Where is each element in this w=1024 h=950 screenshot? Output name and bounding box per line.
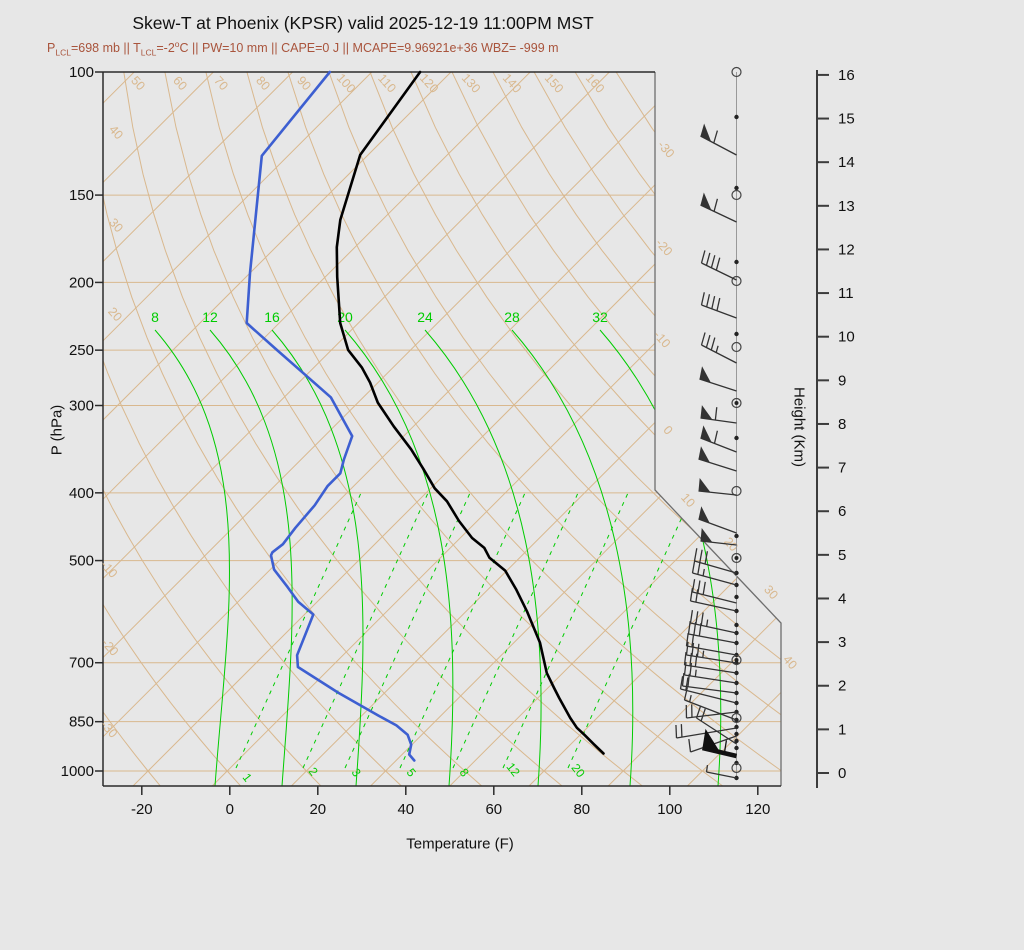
svg-text:5: 5	[404, 766, 419, 780]
svg-text:0: 0	[660, 423, 675, 438]
svg-text:60: 60	[170, 73, 190, 93]
svg-text:10: 10	[678, 490, 698, 510]
svg-text:-20: -20	[653, 236, 676, 259]
svg-text:14: 14	[838, 154, 855, 171]
subtitle-seg: C || PW=10 mm || CAPE=0 J || MCAPE=9.969…	[179, 41, 559, 56]
svg-text:300: 300	[69, 398, 94, 415]
svg-text:16: 16	[264, 309, 280, 325]
svg-text:8: 8	[151, 309, 159, 325]
svg-text:2: 2	[306, 765, 321, 779]
svg-text:120: 120	[417, 71, 441, 96]
svg-text:32: 32	[592, 309, 608, 325]
svg-text:80: 80	[573, 801, 590, 818]
subtitle-sup: o	[174, 39, 180, 49]
svg-text:8: 8	[838, 416, 846, 433]
svg-text:1: 1	[838, 721, 846, 738]
svg-text:150: 150	[69, 187, 94, 204]
svg-text:4: 4	[838, 590, 846, 607]
svg-text:11: 11	[838, 285, 854, 302]
svg-text:10: 10	[838, 329, 855, 346]
svg-text:12: 12	[504, 760, 523, 779]
subtitle-sub: LCL	[55, 47, 71, 58]
svg-text:12: 12	[838, 241, 855, 258]
moist-adiabats	[154, 329, 722, 786]
svg-text:500: 500	[69, 553, 94, 570]
svg-text:7: 7	[838, 460, 846, 477]
svg-text:30: 30	[761, 582, 781, 602]
svg-text:400: 400	[69, 485, 94, 502]
svg-text:-20: -20	[131, 801, 153, 818]
svg-text:110: 110	[375, 71, 399, 95]
svg-text:100: 100	[657, 801, 682, 818]
svg-text:100: 100	[334, 71, 358, 96]
svg-text:24: 24	[417, 309, 433, 325]
svg-text:-10: -10	[651, 328, 674, 351]
chart-subtitle: PLCL=698 mb || TLCL=-2oC || PW=10 mm || …	[47, 39, 559, 58]
svg-text:6: 6	[838, 503, 846, 520]
svg-text:5: 5	[838, 547, 846, 564]
svg-text:60: 60	[485, 801, 502, 818]
svg-text:16: 16	[838, 67, 855, 84]
svg-text:80: 80	[253, 73, 273, 93]
svg-text:250: 250	[69, 342, 94, 359]
svg-text:40: 40	[780, 652, 800, 672]
pressure-gridlines	[103, 194, 781, 772]
svg-text:700: 700	[69, 655, 94, 672]
svg-text:850: 850	[69, 714, 94, 731]
temperature-trace	[335, 70, 605, 755]
svg-text:2: 2	[838, 678, 846, 695]
svg-text:130: 130	[459, 71, 483, 96]
svg-text:15: 15	[838, 111, 855, 128]
svg-text:20: 20	[569, 761, 588, 780]
wind-staff	[731, 66, 742, 781]
svg-text:20: 20	[309, 801, 326, 818]
svg-text:-30: -30	[655, 138, 678, 161]
moist-adiabat-labels: 8 12 16 20 24 28 32	[151, 309, 608, 325]
svg-text:160: 160	[583, 71, 607, 96]
gridlines	[103, 72, 781, 786]
dewpoint-trace	[245, 70, 416, 762]
svg-text:30: 30	[106, 215, 126, 235]
svg-text:1: 1	[240, 771, 255, 785]
svg-text:70: 70	[211, 73, 231, 93]
subtitle-seg: P	[47, 41, 56, 56]
svg-text:100: 100	[69, 64, 94, 81]
svg-text:12: 12	[202, 309, 218, 325]
wind-barbs	[675, 123, 738, 779]
svg-text:40: 40	[397, 801, 414, 818]
svg-text:40: 40	[106, 122, 126, 142]
svg-text:9: 9	[838, 372, 846, 389]
svg-text:0: 0	[838, 765, 846, 782]
svg-text:0: 0	[226, 801, 234, 818]
subtitle-seg: =698 mb || T	[70, 41, 141, 56]
svg-text:90: 90	[294, 73, 314, 93]
subtitle-sub: LCL	[140, 47, 157, 58]
chart-title: Skew-T at Phoenix (KPSR) valid 2025-12-1…	[132, 13, 594, 33]
plot-frame	[102, 71, 782, 787]
svg-text:-20: -20	[99, 636, 122, 659]
svg-text:200: 200	[69, 274, 94, 291]
svg-text:13: 13	[838, 198, 855, 215]
svg-text:28: 28	[504, 309, 520, 325]
svg-text:120: 120	[745, 801, 770, 818]
svg-text:50: 50	[128, 73, 148, 93]
svg-text:1000: 1000	[61, 763, 94, 780]
svg-text:-10: -10	[98, 558, 121, 581]
subtitle-seg: =-2	[156, 41, 175, 56]
svg-text:3: 3	[838, 634, 846, 651]
temperature-axis-title: Temperature (F)	[406, 835, 514, 853]
